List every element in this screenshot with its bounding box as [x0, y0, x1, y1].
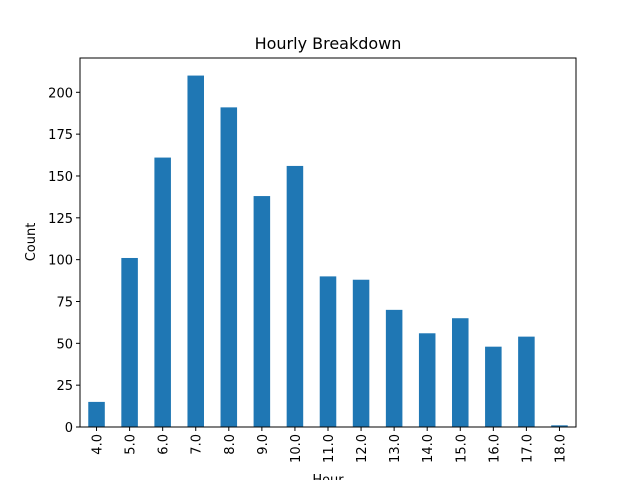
x-tick-label: 18.0: [553, 434, 568, 463]
x-tick-label: 6.0: [157, 434, 172, 455]
y-tick-label: 25: [56, 379, 73, 394]
bar: [352, 279, 370, 427]
x-tick-label: 14.0: [421, 434, 436, 463]
x-axis-label: Hour: [312, 473, 344, 480]
bar: [418, 333, 436, 427]
x-tick-label: 10.0: [289, 434, 304, 463]
y-tick-label: 0: [65, 421, 73, 436]
bar: [286, 165, 304, 427]
y-tick-label: 100: [48, 254, 73, 269]
y-tick-label: 175: [48, 128, 73, 143]
bar: [88, 401, 105, 427]
y-tick-label: 125: [48, 212, 73, 227]
bar: [485, 346, 502, 427]
bar: [518, 336, 535, 427]
bar: [452, 318, 469, 427]
x-tick-label: 5.0: [124, 434, 139, 455]
x-tick-label: 12.0: [355, 434, 370, 463]
x-tick-label: 4.0: [91, 434, 106, 455]
bar: [253, 196, 271, 427]
x-tick-label: 15.0: [454, 434, 469, 463]
bar: [187, 75, 204, 428]
bar: [220, 107, 238, 428]
bar: [385, 309, 403, 427]
x-tick-label: 7.0: [190, 434, 205, 455]
plot-frame: [79, 57, 577, 428]
x-tick-label: 13.0: [388, 434, 403, 463]
x-tick-label: 16.0: [487, 434, 502, 463]
x-tick-label: 11.0: [322, 434, 337, 463]
bar: [154, 157, 171, 428]
x-tick-label: 9.0: [256, 434, 271, 455]
x-tick-label: 8.0: [223, 434, 238, 455]
y-axis-label: Count: [24, 223, 39, 262]
bar: [319, 276, 337, 427]
chart-title: Hourly Breakdown: [255, 34, 402, 53]
x-tick-label: 17.0: [520, 434, 535, 463]
bar: [551, 425, 568, 427]
y-tick-label: 50: [56, 337, 73, 352]
y-tick-label: 150: [48, 170, 73, 185]
bar: [121, 257, 138, 427]
y-tick-label: 75: [56, 295, 73, 310]
y-tick-label: 200: [48, 86, 73, 101]
